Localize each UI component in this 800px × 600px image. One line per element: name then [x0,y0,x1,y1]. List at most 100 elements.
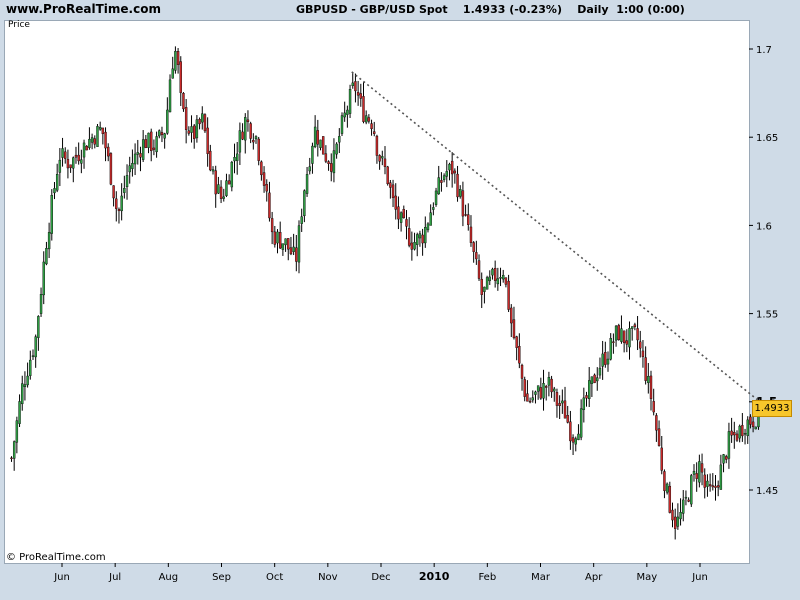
x-tick-label-3: Sep [212,572,231,583]
candle-body-215 [588,380,591,400]
x-tick-label-9: Mar [531,572,551,583]
candle-body-268 [730,430,733,436]
candle-body-240 [655,415,658,431]
candle-body-122 [338,136,341,143]
candle-body-247 [673,516,677,529]
candle-body-93 [260,161,263,176]
candle-body-179 [491,268,494,276]
candle-body-226 [617,325,620,341]
candle-body-163 [448,163,451,171]
candle-body-150 [413,242,416,250]
candle-body-197 [539,387,543,399]
candle-body-39 [115,198,118,209]
candle-body-55 [158,130,161,137]
candle-body-113 [313,126,317,148]
x-tick-label-2: Aug [159,572,179,583]
candle-body-15 [50,195,53,234]
candle-body-26 [80,159,83,164]
candle-body-2 [15,420,19,443]
candle-body-138 [381,156,384,159]
candle-body-156 [429,212,432,226]
candle-body-241 [657,428,661,446]
candle-body-155 [426,223,430,231]
candle-body-143 [394,195,397,210]
candle-body-205 [561,400,564,404]
candle-body-239 [652,401,655,413]
candle-body-277 [754,426,757,430]
candle-body-265 [722,454,725,464]
candle-body-221 [604,352,607,365]
candle-body-262 [714,485,717,488]
candle-body-225 [614,325,618,341]
candle-body-96 [268,192,271,219]
candle-body-74 [209,150,212,171]
candle-body-238 [649,375,653,399]
candle-body-254 [692,470,696,475]
candle-body-53 [152,147,156,150]
candle-body-14 [47,232,51,250]
candle-body-130 [359,93,363,99]
candle-body-269 [733,431,736,436]
candle-body-69 [195,119,199,139]
candle-body-212 [579,408,583,438]
candle-body-258 [703,474,706,488]
candle-body-34 [101,127,105,135]
candle-body-202 [553,388,556,392]
candle-body-133 [367,117,371,122]
candle-body-216 [590,376,594,384]
candle-body-237 [647,376,650,383]
candle-body-38 [112,185,115,199]
candle-body-13 [45,248,48,265]
candle-body-214 [585,395,588,399]
candle-body-117 [324,153,328,162]
candle-body-28 [85,145,88,151]
chart-panel[interactable]: Price [4,20,750,564]
candle-body-46 [133,153,137,165]
price-panel-label: Price [8,20,30,30]
candle-body-31 [93,138,96,145]
candle-body-257 [700,463,704,473]
candle-body-206 [563,400,567,419]
candle-body-234 [639,341,642,349]
candle-body-144 [397,206,400,220]
candle-body-154 [424,227,427,244]
candle-body-19 [61,148,64,158]
x-tick-label-0: Jun [53,572,70,583]
x-tick-label-10: Apr [585,572,603,583]
candle-body-207 [566,415,569,423]
candle-body-32 [96,126,99,147]
candle-body-140 [386,166,389,185]
candle-body-210 [574,438,577,445]
candle-body-177 [485,277,489,290]
y-tick-label-3: 1.55 [756,310,778,321]
candle-body-124 [343,112,346,118]
candle-body-170 [467,214,470,225]
candle-body-250 [682,499,685,514]
candle-body-51 [147,132,150,148]
candle-body-118 [327,161,330,165]
candle-body-174 [477,260,481,279]
candle-body-67 [190,126,193,133]
candle-body-33 [98,127,102,130]
candle-body-142 [391,184,395,198]
candle-body-211 [577,433,580,441]
candle-body-47 [136,152,139,155]
candle-body-115 [319,139,322,148]
candle-body-146 [402,209,405,219]
candle-body-12 [42,261,45,296]
candle-body-37 [109,153,113,185]
candle-body-159 [437,177,440,195]
candle-body-201 [550,378,553,393]
candle-body-195 [534,391,537,395]
candle-body-22 [69,164,72,169]
candle-body-112 [311,145,314,164]
candle-body-62 [176,51,180,65]
candle-body-4 [21,383,24,405]
top-bar: www.ProRealTime.com GBPUSD - GBP/USD Spo… [0,0,800,20]
candle-body-126 [348,89,352,114]
candle-body-87 [244,117,247,141]
candle-body-79 [222,196,225,199]
candle-body-60 [171,68,174,79]
site-name[interactable]: www.ProRealTime.com [6,2,161,16]
